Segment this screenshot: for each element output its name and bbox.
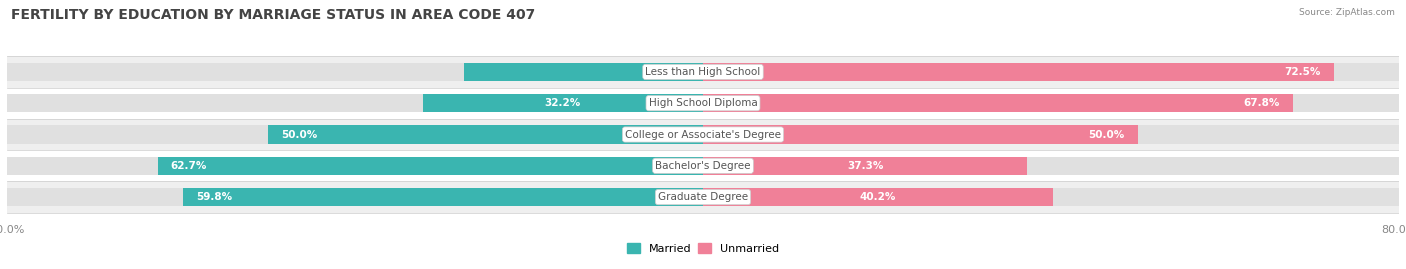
Legend: Married, Unmarried: Married, Unmarried [621, 238, 785, 258]
Text: 50.0%: 50.0% [1088, 129, 1125, 140]
Bar [7, 150, 1399, 182]
Text: Graduate Degree: Graduate Degree [658, 192, 748, 202]
Bar [157, 157, 703, 175]
Bar [269, 125, 703, 144]
Bar [464, 63, 703, 81]
Bar [183, 188, 703, 206]
Bar [703, 94, 1294, 112]
Text: Less than High School: Less than High School [645, 67, 761, 77]
Bar [703, 63, 1334, 81]
Text: College or Associate's Degree: College or Associate's Degree [626, 129, 780, 140]
Bar [703, 125, 1137, 144]
Bar [7, 188, 1399, 206]
Text: 62.7%: 62.7% [170, 161, 207, 171]
Text: High School Diploma: High School Diploma [648, 98, 758, 108]
Bar [7, 94, 1399, 112]
Bar [7, 56, 1399, 87]
Bar [703, 188, 1053, 206]
Text: 32.2%: 32.2% [544, 98, 581, 108]
Text: 50.0%: 50.0% [281, 129, 318, 140]
Text: Source: ZipAtlas.com: Source: ZipAtlas.com [1299, 8, 1395, 17]
Bar [703, 157, 1028, 175]
Text: 72.5%: 72.5% [1284, 67, 1320, 77]
Bar [7, 125, 1399, 144]
Text: Bachelor's Degree: Bachelor's Degree [655, 161, 751, 171]
Text: 37.3%: 37.3% [846, 161, 883, 171]
Text: 59.8%: 59.8% [195, 192, 232, 202]
Bar [7, 119, 1399, 150]
Bar [7, 63, 1399, 81]
Bar [7, 87, 1399, 119]
Text: 40.2%: 40.2% [859, 192, 896, 202]
Bar [7, 157, 1399, 175]
Bar [7, 182, 1399, 213]
Text: 27.5%: 27.5% [654, 67, 690, 77]
Text: 67.8%: 67.8% [1243, 98, 1279, 108]
Bar [423, 94, 703, 112]
Text: FERTILITY BY EDUCATION BY MARRIAGE STATUS IN AREA CODE 407: FERTILITY BY EDUCATION BY MARRIAGE STATU… [11, 8, 536, 22]
